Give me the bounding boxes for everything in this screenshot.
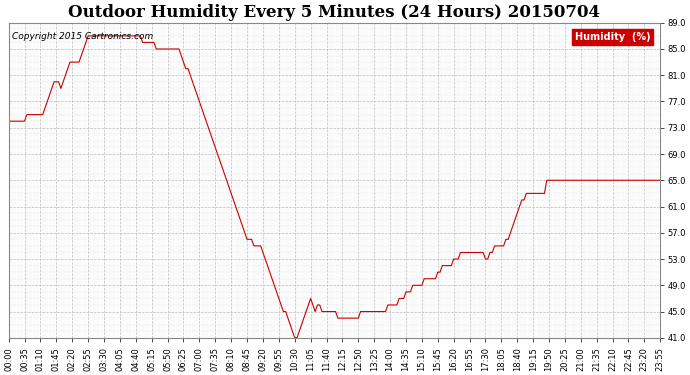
Text: Humidity  (%): Humidity (%) <box>575 32 651 42</box>
Text: Copyright 2015 Cartronics.com: Copyright 2015 Cartronics.com <box>12 32 153 41</box>
Title: Outdoor Humidity Every 5 Minutes (24 Hours) 20150704: Outdoor Humidity Every 5 Minutes (24 Hou… <box>68 4 600 21</box>
